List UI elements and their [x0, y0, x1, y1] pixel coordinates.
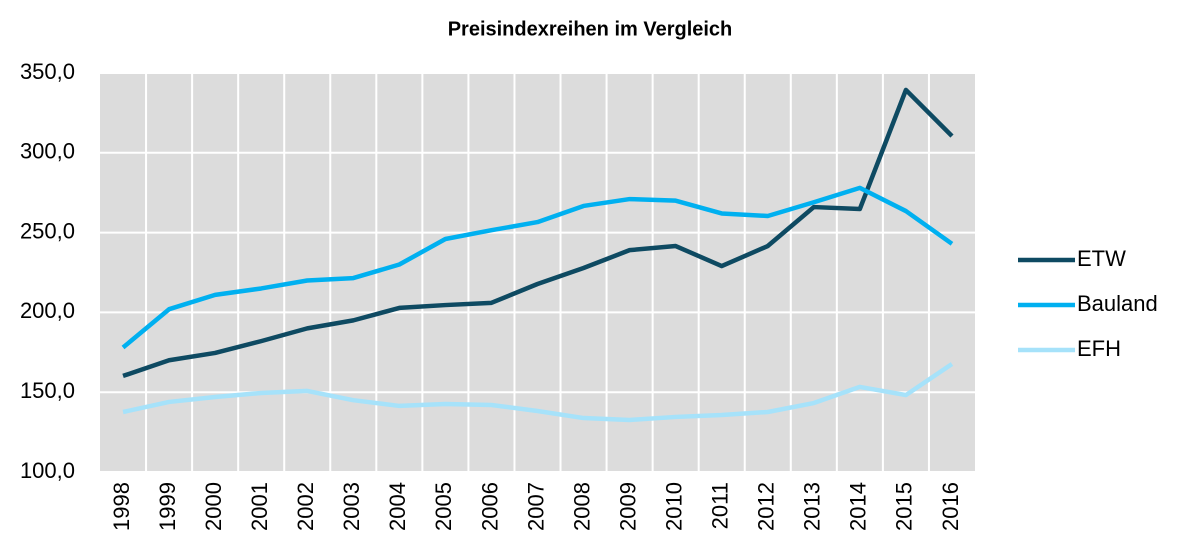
x-tick-label: 2010: [661, 482, 686, 531]
y-tick-label: 300,0: [20, 139, 75, 164]
legend-label: EFH: [1077, 336, 1121, 361]
y-tick-label: 200,0: [20, 298, 75, 323]
x-tick-label: 2012: [754, 482, 779, 531]
x-tick-label: 2006: [477, 482, 502, 531]
x-tick-label: 2004: [385, 482, 410, 531]
x-tick-label: 2001: [247, 482, 272, 531]
x-tick-label: 2015: [892, 482, 917, 531]
x-tick-label: 2003: [339, 482, 364, 531]
x-tick-label: 2011: [708, 482, 733, 529]
x-tick-label: 2009: [615, 482, 640, 531]
series-line: [121, 185, 954, 350]
x-tick-label: 2000: [201, 482, 226, 531]
y-tick-label: 100,0: [20, 458, 75, 483]
series-line: [122, 362, 954, 423]
chart-title: Preisindexreihen im Vergleich: [448, 18, 733, 40]
x-tick-label: 2007: [523, 482, 548, 531]
x-tick-label: 2014: [846, 482, 871, 531]
x-tick-label: 2005: [431, 482, 456, 531]
x-tick-label: 1999: [155, 482, 180, 531]
x-tick-label: 2016: [938, 482, 963, 531]
x-tick-label: 2008: [569, 482, 594, 531]
plot-area: [100, 73, 975, 472]
y-tick-label: 250,0: [20, 218, 75, 243]
x-tick-label: 2013: [800, 482, 825, 531]
y-tick-label: 350,0: [20, 59, 75, 84]
x-tick-label: 1998: [109, 482, 134, 531]
x-tick-label: 2002: [293, 482, 318, 531]
legend-label: ETW: [1077, 246, 1126, 271]
legend-label: Bauland: [1077, 291, 1158, 316]
y-tick-label: 150,0: [20, 378, 75, 403]
series-line: [122, 87, 954, 379]
